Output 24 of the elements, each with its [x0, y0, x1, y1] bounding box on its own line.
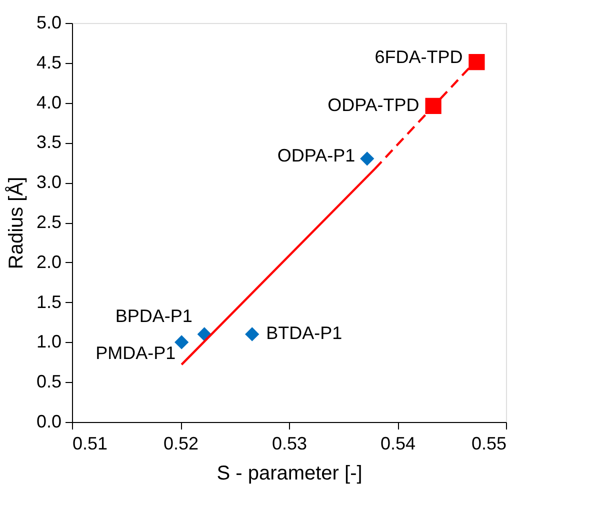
y-tick-label: 3.5	[36, 132, 62, 152]
x-tick-label: 0.55	[471, 434, 506, 454]
y-tick-label: 3.0	[36, 172, 62, 192]
annotation: ODPA-TPD	[328, 94, 420, 115]
y-tick-label: 0.0	[36, 412, 62, 432]
annotation: BPDA-P1	[115, 306, 192, 326]
x-tick-label: 0.51	[72, 434, 108, 454]
y-tick-label: 4.5	[36, 52, 62, 72]
annotation: 6FDA-TPD	[374, 47, 463, 68]
y-axis-title: Radius [Å]	[4, 176, 28, 270]
x-axis-title: S - parameter [-]	[216, 462, 362, 484]
y-tick-label: 2.5	[36, 212, 62, 232]
y-tick-label: 5.0	[36, 12, 62, 32]
y-tick-label: 4.0	[36, 92, 62, 112]
y-tick-label: 1.5	[36, 292, 62, 312]
annotation: BTDA-P1	[266, 323, 342, 344]
annotation: PMDA-P1	[96, 343, 176, 364]
y-tick-label: 2.0	[36, 252, 62, 272]
annotation: ODPA-P1	[277, 146, 356, 166]
y-tick-label: 0.5	[36, 372, 62, 392]
x-tick-label: 0.53	[272, 434, 308, 454]
x-tick-label: 0.54	[380, 434, 416, 454]
x-tick-label: 0.52	[163, 434, 199, 454]
y-tick-label: 1.0	[36, 332, 62, 352]
